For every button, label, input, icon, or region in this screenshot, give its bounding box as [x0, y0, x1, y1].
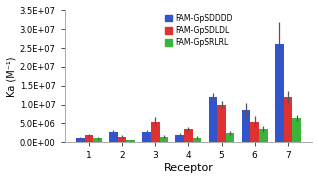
Bar [142, 132, 151, 142]
X-axis label: Receptor: Receptor [163, 163, 213, 173]
Bar [217, 105, 226, 142]
Bar [193, 138, 201, 142]
Bar [160, 137, 168, 142]
Bar [292, 118, 301, 142]
Bar [93, 138, 102, 142]
Legend: FAM-GpSDDDD, FAM-GpSDLDL, FAM-GpSRLRL: FAM-GpSDDDD, FAM-GpSDLDL, FAM-GpSRLRL [163, 12, 235, 49]
Bar [151, 122, 160, 142]
Bar [118, 137, 126, 142]
Bar [242, 110, 250, 142]
Bar [85, 136, 93, 142]
Bar [76, 138, 85, 142]
Bar [209, 97, 217, 142]
Bar [184, 129, 193, 142]
Bar [259, 129, 268, 142]
Bar [275, 44, 284, 142]
Y-axis label: Ka (M⁻¹): Ka (M⁻¹) [7, 56, 17, 97]
Bar [226, 133, 234, 142]
Bar [109, 132, 118, 142]
Bar [284, 97, 292, 142]
Bar [175, 135, 184, 142]
Bar [126, 140, 135, 142]
Bar [250, 122, 259, 142]
